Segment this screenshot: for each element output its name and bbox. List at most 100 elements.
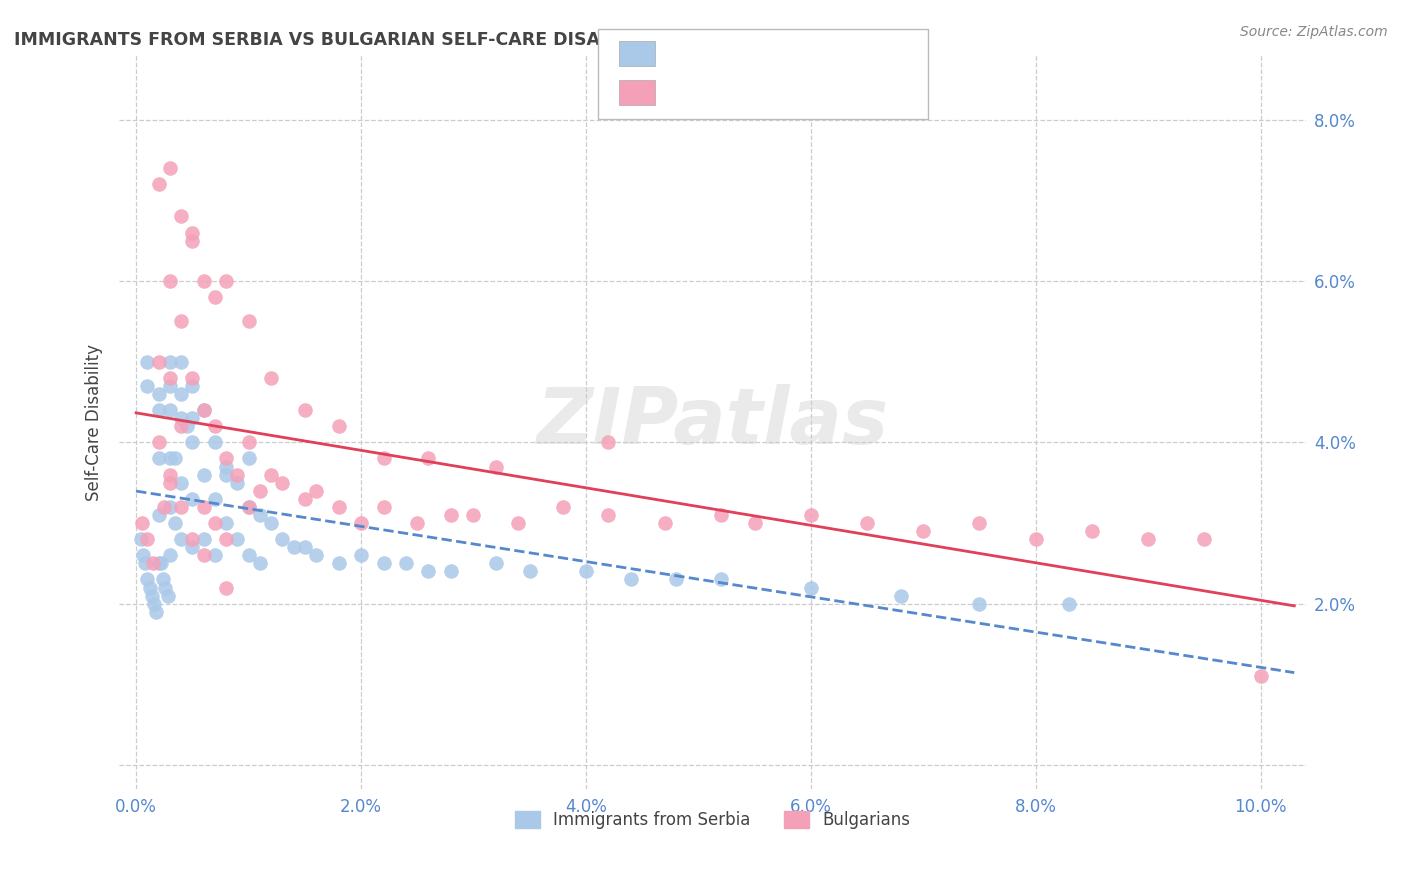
Point [856,516,879,530]
Point [181,540,204,554]
Point [519,565,541,579]
Point [294,491,316,506]
Text: -0.098: -0.098 [696,45,758,62]
Point [800,508,823,522]
Point [406,516,429,530]
Point [148,508,170,522]
Text: R =: R = [664,45,702,62]
Point [136,532,159,546]
Point [142,557,165,571]
Point [193,532,215,546]
Point [1059,597,1081,611]
Point [136,573,159,587]
Legend: Immigrants from Serbia, Bulgarians: Immigrants from Serbia, Bulgarians [508,805,917,836]
Point [226,467,249,482]
Point [181,435,204,450]
Point [283,540,305,554]
Point [665,573,688,587]
Point [912,524,935,538]
Point [204,290,226,304]
Point [215,516,238,530]
Point [485,459,508,474]
Point [710,573,733,587]
Point [159,475,181,490]
Point [148,178,170,192]
Point [294,403,316,417]
Point [204,435,226,450]
Point [170,532,193,546]
Point [155,581,177,595]
Text: ZIPatlas: ZIPatlas [536,384,889,460]
Point [145,605,167,619]
Point [249,557,271,571]
Point [418,565,440,579]
Point [598,435,620,450]
Point [170,354,193,368]
Point [181,411,204,425]
Point [204,549,226,563]
Point [148,451,170,466]
Point [148,557,170,571]
Point [148,435,170,450]
Point [138,581,160,595]
Point [204,419,226,434]
Point [238,549,260,563]
Point [215,274,238,288]
Point [238,500,260,514]
Point [156,589,179,603]
Point [204,491,226,506]
Point [159,500,181,514]
Point [181,379,204,393]
Point [148,354,170,368]
Point [132,549,155,563]
Point [744,516,766,530]
Point [350,516,373,530]
Point [193,274,215,288]
Point [159,354,181,368]
Point [134,557,156,571]
Point [170,387,193,401]
Point [260,467,283,482]
Point [143,597,166,611]
Point [271,475,294,490]
Point [1137,532,1160,546]
Point [149,557,172,571]
Point [260,371,283,385]
Point [294,540,316,554]
Point [159,451,181,466]
Point [969,516,991,530]
Point [238,435,260,450]
Point [620,573,643,587]
Point [204,516,226,530]
Point [800,581,823,595]
Point [710,508,733,522]
Point [249,483,271,498]
Point [238,314,260,328]
Point [136,354,159,368]
Point [193,549,215,563]
Point [969,597,991,611]
Point [193,403,215,417]
Point [373,451,395,466]
Point [159,274,181,288]
Point [170,314,193,328]
Point [654,516,676,530]
Point [395,557,418,571]
Point [170,500,193,514]
Point [129,532,152,546]
Point [215,581,238,595]
Point [170,419,193,434]
Point [136,379,159,393]
Point [152,573,174,587]
Point [159,403,181,417]
Point [165,451,187,466]
Point [153,500,176,514]
Point [305,483,328,498]
Y-axis label: Self-Care Disability: Self-Care Disability [86,343,103,500]
Point [148,387,170,401]
Text: R =: R = [664,84,702,102]
Point [131,516,153,530]
Point [271,532,294,546]
Point [181,226,204,240]
Point [418,451,440,466]
